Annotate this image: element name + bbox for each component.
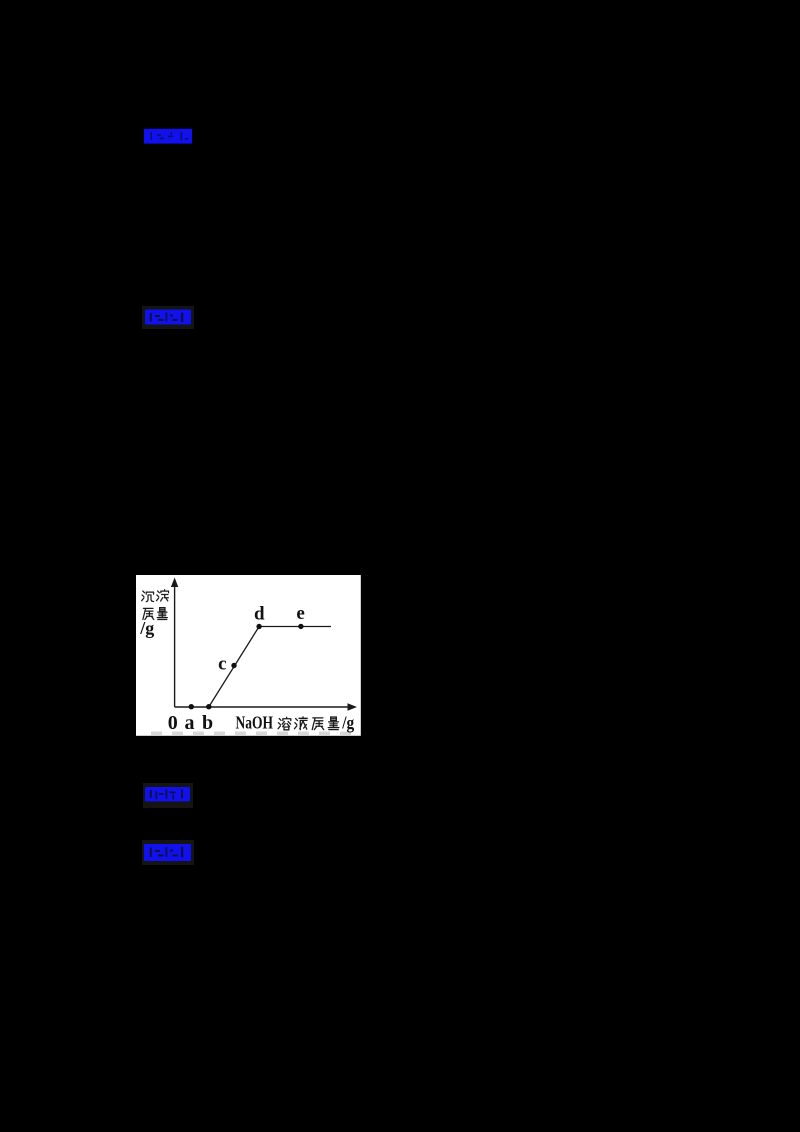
svg-text:/g: /g — [341, 713, 354, 733]
svg-text:a: a — [185, 712, 195, 734]
svg-text:e: e — [296, 603, 304, 624]
svg-text:NaOH: NaOH — [236, 713, 274, 733]
svg-text:c: c — [218, 654, 226, 675]
svg-text:d: d — [254, 603, 265, 624]
svg-text:/g: /g — [139, 618, 154, 638]
svg-text:0: 0 — [168, 712, 178, 734]
svg-text:b: b — [202, 712, 213, 734]
